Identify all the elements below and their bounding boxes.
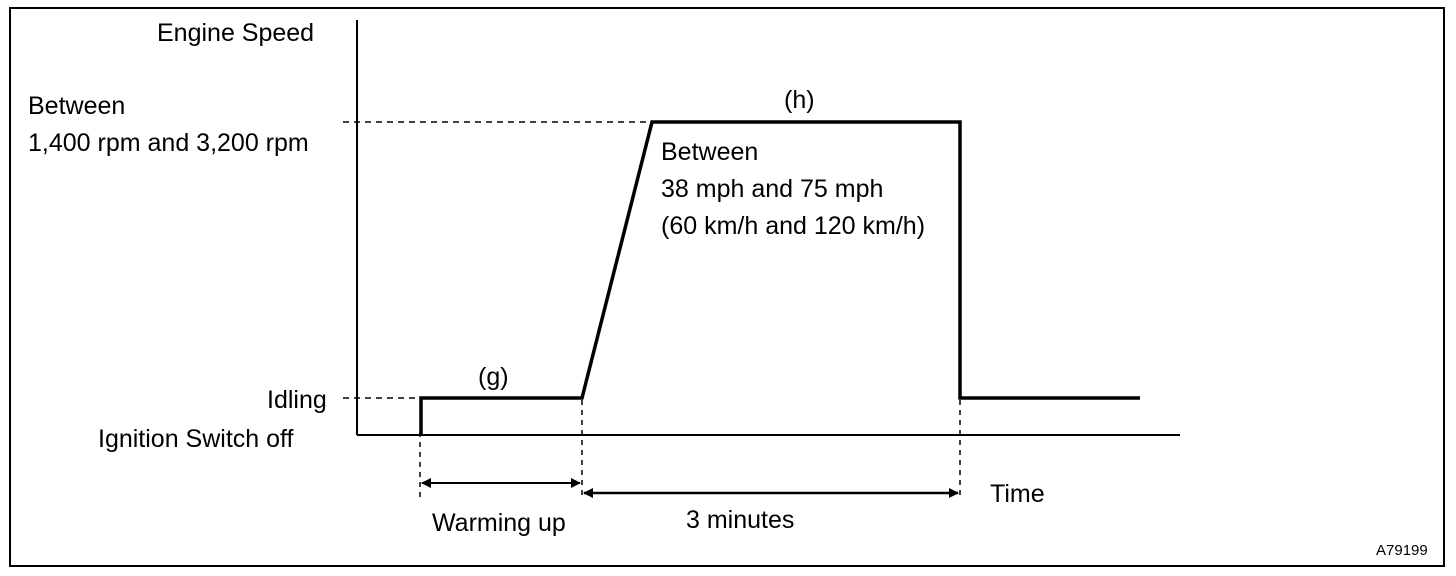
figure-frame — [9, 7, 1445, 567]
vehicle-speed-label-1: Between — [661, 138, 758, 166]
warming-up-label: Warming up — [432, 509, 566, 537]
three-minutes-label: 3 minutes — [686, 506, 794, 534]
y-axis-title: Engine Speed — [157, 19, 314, 47]
vehicle-speed-label-2: 38 mph and 75 mph — [661, 175, 883, 203]
high-speed-level-label-2: 1,400 rpm and 3,200 rpm — [28, 129, 309, 157]
idling-level-label: Idling — [267, 386, 327, 414]
engine-speed-profile — [419, 120, 1140, 435]
x-axis-title: Time — [990, 480, 1045, 508]
high-speed-level-label: Between — [28, 92, 125, 120]
annotation-h: (h) — [784, 86, 815, 114]
figure-code: A79199 — [1376, 542, 1428, 559]
ignition-off-level-label: Ignition Switch off — [98, 425, 294, 453]
vehicle-speed-label-3: (60 km/h and 120 km/h) — [661, 212, 925, 240]
annotation-g: (g) — [478, 363, 509, 391]
